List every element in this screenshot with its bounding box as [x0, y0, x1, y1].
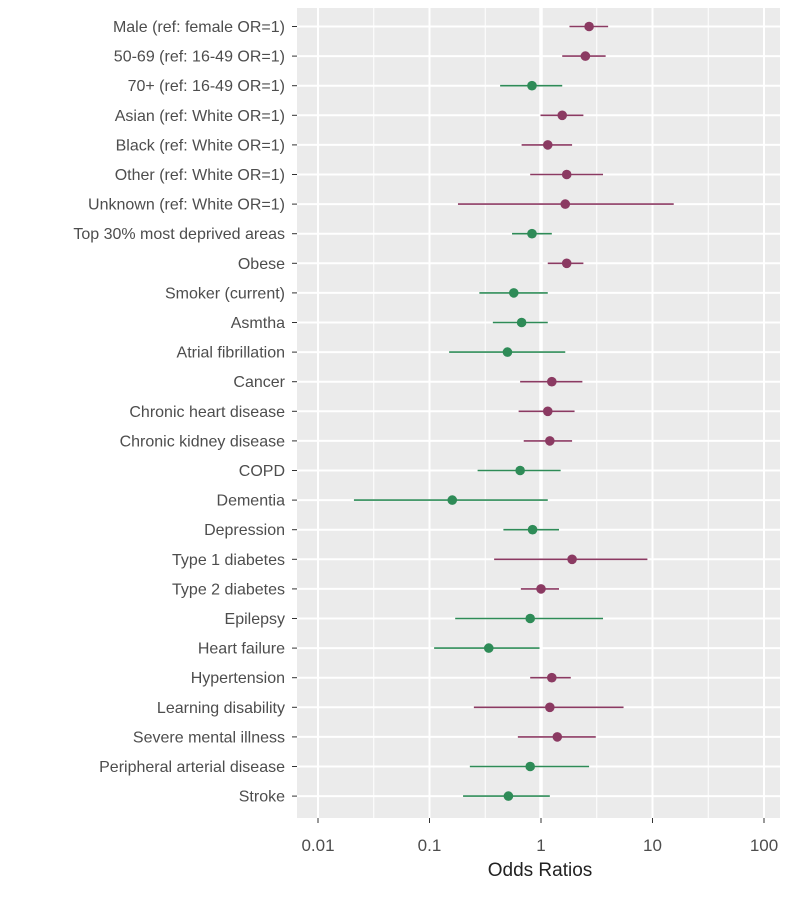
odds-ratio-point — [525, 613, 535, 624]
row-label: Male (ref: female OR=1) — [113, 19, 285, 36]
row-label: Smoker (current) — [165, 285, 285, 302]
odds-ratio-point — [547, 672, 557, 683]
x-tick-label: 10 — [643, 836, 662, 855]
label-layer: Male (ref: female OR=1) 50-69 (ref: 16-49… — [73, 19, 285, 806]
row-label: Cancer — [233, 374, 285, 391]
row-label: Obese — [238, 256, 285, 273]
row-label: Type 2 diabetes — [172, 581, 285, 598]
odds-ratio-point — [557, 110, 568, 121]
odds-ratio-point — [580, 51, 591, 61]
odds-ratio-point — [527, 228, 537, 239]
axis-layer: 0.01 0.1 1 10 100 — [292, 26, 778, 855]
odds-ratio-point — [508, 288, 519, 298]
odds-ratio-point — [516, 317, 527, 328]
odds-ratio-point — [527, 80, 537, 91]
plot-panel — [297, 8, 780, 818]
row-label: Chronic heart disease — [129, 404, 285, 421]
x-axis-title: Odds Ratios — [488, 860, 593, 881]
odds-ratio-point — [502, 347, 513, 357]
row-label: Learning disability — [157, 700, 285, 717]
odds-ratio-point — [525, 761, 535, 772]
odds-ratio-point — [503, 791, 514, 801]
row-label: Stroke — [239, 789, 285, 806]
x-tick-label: 100 — [750, 836, 778, 855]
x-tick-label: 0.01 — [301, 836, 334, 855]
row-label: Other (ref: White OR=1) — [115, 167, 285, 184]
row-label: Depression — [204, 522, 285, 539]
odds-ratio-point — [561, 258, 572, 269]
x-tick-label: 1 — [536, 836, 545, 855]
row-label: Asmtha — [231, 315, 285, 332]
row-label: Dementia — [217, 493, 286, 510]
odds-ratio-point — [584, 21, 594, 32]
row-label: 70+ (ref: 16-49 OR=1) — [128, 78, 285, 95]
row-label: Atrial fibrillation — [177, 345, 285, 362]
odds-ratio-point — [545, 702, 555, 713]
row-label: Peripheral arterial disease — [99, 759, 285, 776]
row-label: Type 1 diabetes — [172, 552, 285, 569]
odds-ratio-point — [515, 465, 525, 476]
row-label: Heart failure — [198, 641, 285, 658]
row-label: Top 30% most deprived areas — [73, 226, 285, 243]
row-label: Asian (ref: White OR=1) — [115, 108, 285, 125]
odds-ratio-point — [545, 436, 555, 446]
row-label: Unknown (ref: White OR=1) — [88, 197, 285, 214]
odds-ratio-point — [527, 524, 538, 535]
odds-ratio-point — [536, 584, 546, 594]
odds-ratio-point — [561, 169, 572, 180]
row-label: Severe mental illness — [133, 729, 285, 746]
odds-ratio-point — [552, 732, 563, 742]
row-label: Hypertension — [191, 670, 285, 687]
row-label: COPD — [239, 463, 285, 480]
row-label: Chronic kidney disease — [120, 433, 286, 450]
row-label: Epilepsy — [225, 611, 285, 628]
odds-ratio-point — [547, 376, 557, 387]
odds-ratio-point — [567, 554, 577, 565]
odds-ratio-point — [542, 406, 553, 417]
row-label: Black (ref: White OR=1) — [116, 137, 285, 154]
mark-layer — [353, 21, 674, 801]
odds-ratio-point — [483, 643, 494, 653]
odds-ratio-point — [542, 140, 553, 150]
x-tick-label: 0.1 — [418, 836, 442, 855]
row-label: 50-69 (ref: 16-49 OR=1) — [114, 49, 285, 66]
odds-ratio-point — [560, 199, 571, 209]
odds-ratio-point — [447, 495, 458, 505]
